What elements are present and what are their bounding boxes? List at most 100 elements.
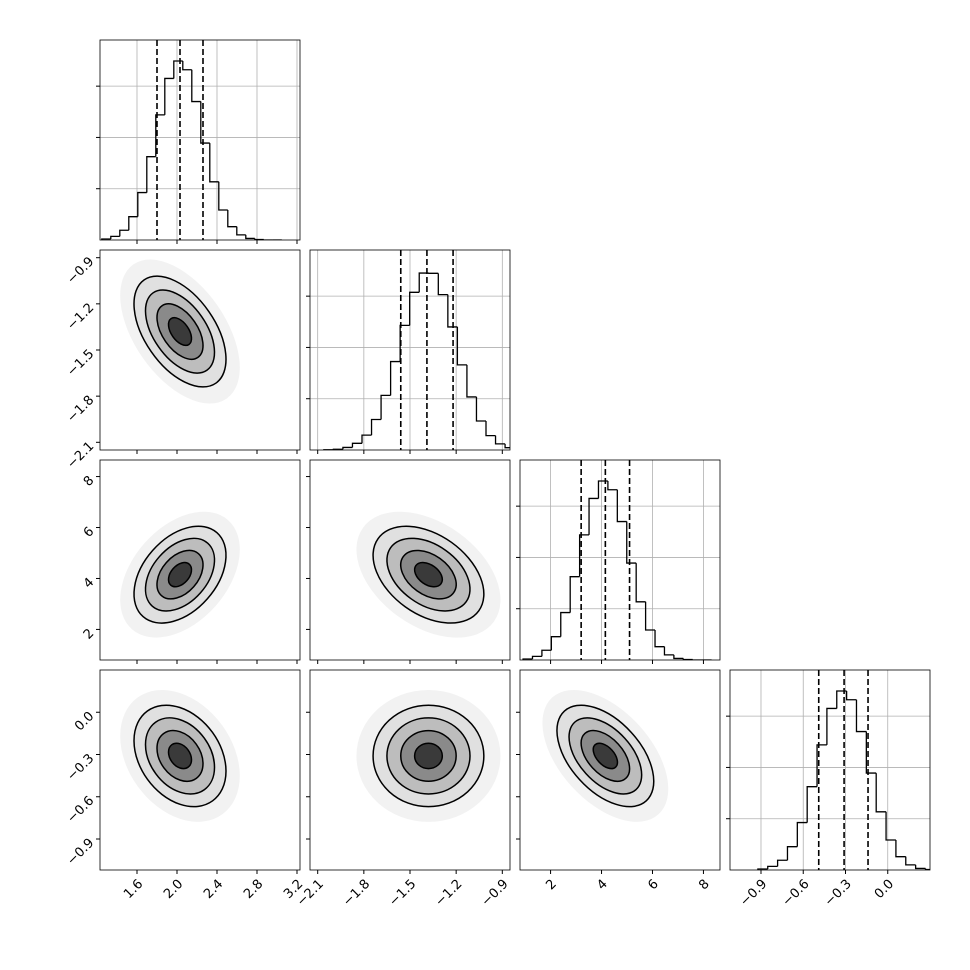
histogram-step bbox=[578, 534, 590, 577]
histogram-step bbox=[816, 744, 827, 787]
x-tick-label: −0.3 bbox=[822, 877, 855, 910]
y-tick-label: 0.0 bbox=[72, 709, 97, 734]
histogram-step bbox=[531, 655, 542, 659]
histogram-step bbox=[137, 191, 147, 217]
x-tick-label: 1.6 bbox=[121, 877, 146, 902]
panel-clip bbox=[120, 259, 240, 404]
histogram-step bbox=[209, 143, 219, 183]
histogram-step bbox=[905, 856, 916, 866]
contour bbox=[167, 561, 193, 588]
histogram-step bbox=[682, 658, 693, 660]
histogram-step bbox=[245, 234, 255, 240]
x-tick-label: 2 bbox=[543, 877, 559, 893]
panel-clip bbox=[120, 511, 240, 638]
density-region bbox=[414, 743, 443, 769]
contour bbox=[133, 275, 227, 388]
histogram-step bbox=[654, 630, 665, 648]
histogram-step bbox=[796, 821, 808, 847]
panel-clip bbox=[730, 670, 945, 870]
x-tick-label: 2.8 bbox=[241, 877, 266, 902]
histogram-step bbox=[342, 446, 353, 450]
histogram-step bbox=[254, 238, 264, 240]
histogram-step bbox=[626, 521, 637, 564]
x-tick-label: −0.9 bbox=[737, 877, 770, 910]
contour bbox=[400, 549, 457, 600]
histogram-step bbox=[389, 360, 401, 396]
histogram-step bbox=[504, 443, 510, 449]
histogram-step bbox=[914, 864, 926, 870]
histogram-step bbox=[806, 786, 818, 823]
histogram-step bbox=[155, 114, 165, 157]
histogram-step bbox=[236, 226, 246, 236]
histogram-step bbox=[865, 731, 877, 774]
histogram-step bbox=[200, 101, 210, 144]
histogram-step bbox=[437, 273, 448, 296]
contour bbox=[372, 525, 485, 624]
contour bbox=[386, 537, 471, 612]
contour bbox=[144, 717, 216, 795]
contour bbox=[592, 742, 619, 770]
panel-frame bbox=[519, 459, 721, 661]
histogram-step bbox=[560, 611, 571, 637]
y-tick-label: −2.1 bbox=[64, 439, 97, 472]
histogram-step bbox=[597, 480, 608, 499]
histogram-step bbox=[616, 489, 627, 523]
histogram-step bbox=[119, 229, 129, 237]
contour bbox=[372, 704, 485, 808]
histogram-step bbox=[607, 481, 618, 491]
panel-frame bbox=[99, 459, 301, 661]
panel-clip bbox=[356, 511, 501, 638]
contour bbox=[580, 729, 631, 783]
panel-clip bbox=[542, 689, 669, 822]
contour bbox=[413, 561, 444, 588]
histogram-step bbox=[845, 691, 857, 701]
histogram-step bbox=[399, 324, 410, 362]
histogram-step bbox=[644, 601, 656, 631]
histogram-step bbox=[380, 394, 391, 420]
y-tick-label: −1.2 bbox=[64, 301, 97, 334]
contour bbox=[386, 717, 471, 795]
histogram-step bbox=[786, 846, 798, 861]
panel-clip bbox=[100, 40, 300, 240]
x-tick-label: −0.9 bbox=[479, 877, 512, 910]
histogram-step bbox=[826, 707, 837, 745]
panel-frame bbox=[729, 669, 931, 871]
histogram-step bbox=[173, 60, 183, 79]
histogram-step bbox=[128, 216, 138, 231]
x-tick-label: 8 bbox=[696, 877, 712, 893]
panel-clip bbox=[520, 460, 720, 660]
histogram-step bbox=[885, 811, 896, 841]
histogram-step bbox=[935, 869, 945, 870]
y-tick-label: −1.5 bbox=[64, 347, 97, 380]
histogram-step bbox=[550, 636, 561, 651]
histogram-step bbox=[485, 421, 496, 437]
histogram-step bbox=[569, 576, 580, 613]
panel-frame bbox=[99, 669, 301, 871]
density-region bbox=[168, 743, 192, 769]
histogram-step bbox=[110, 235, 120, 239]
panel-frame bbox=[99, 39, 301, 241]
histogram-step bbox=[182, 61, 192, 71]
x-tick-label: 2.4 bbox=[201, 877, 226, 902]
histogram-step bbox=[351, 442, 362, 448]
histogram-step bbox=[218, 181, 228, 211]
histogram-step bbox=[541, 649, 552, 657]
histogram-step bbox=[447, 294, 458, 328]
histogram-step bbox=[370, 418, 382, 436]
y-tick-label: −0.3 bbox=[64, 751, 97, 784]
x-tick-label: −1.8 bbox=[340, 877, 373, 910]
x-tick-label: −1.2 bbox=[433, 877, 466, 910]
contour bbox=[156, 729, 204, 783]
histogram-step bbox=[494, 435, 506, 445]
x-tick-label: 0.0 bbox=[872, 877, 897, 902]
histogram-step bbox=[409, 291, 420, 326]
histogram-step bbox=[875, 773, 887, 813]
contour bbox=[167, 316, 193, 347]
histogram-step bbox=[895, 840, 906, 858]
contour bbox=[568, 717, 643, 795]
y-tick-label: 8 bbox=[81, 473, 97, 489]
contour bbox=[133, 704, 227, 808]
histogram-step bbox=[767, 865, 778, 869]
y-tick-label: −0.6 bbox=[64, 793, 97, 826]
histogram-step bbox=[191, 69, 201, 103]
